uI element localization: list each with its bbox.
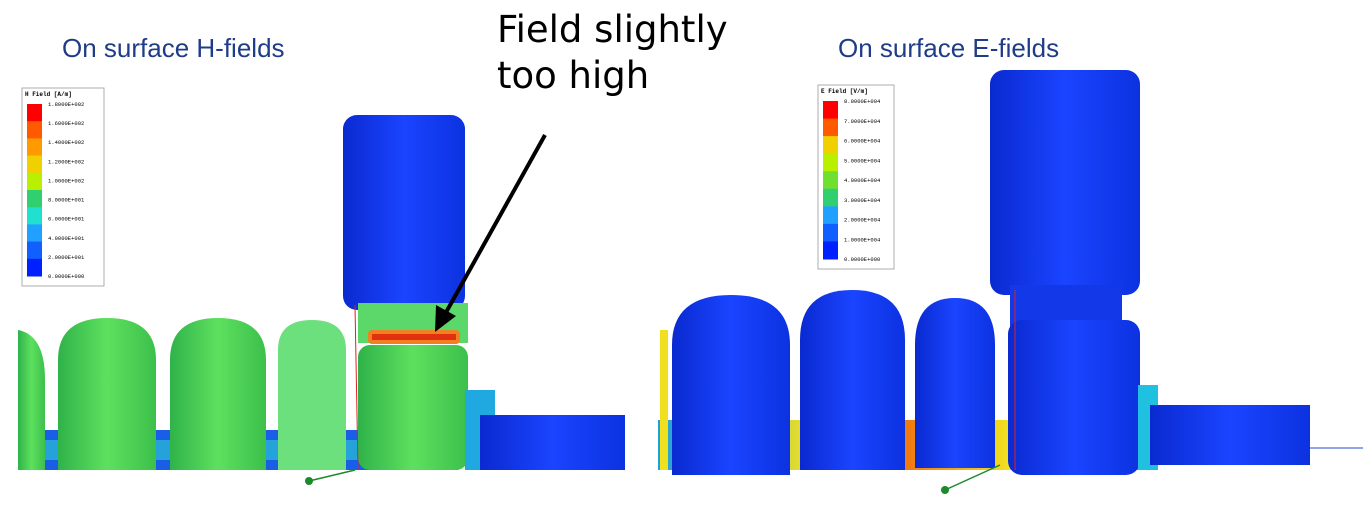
legend-swatch [27,242,42,260]
legend-label: 8.0000E+004 [844,98,881,105]
legend-swatch [27,104,42,122]
legend-swatch [823,241,838,259]
legend-label: 3.0000E+004 [844,197,881,204]
legend-label: 4.0000E+001 [48,235,85,242]
legend-label: 0.0000E+000 [48,273,84,280]
legend-swatch [27,207,42,225]
legend-swatch [823,206,838,224]
legend-label: 1.4000E+002 [48,139,84,146]
axis-marker [941,486,949,494]
annotation-line: too high [497,54,649,97]
legend-label: 1.8000E+002 [48,101,84,108]
axis-marker-line [309,470,355,481]
legend-title: H Field [A/m] [25,91,72,98]
legend-swatch [27,224,42,242]
legend-swatch [27,138,42,156]
legend-swatch [823,154,838,172]
legend-swatch [27,190,42,208]
legend-label: 5.0000E+004 [844,157,881,164]
legend-label: 8.0000E+001 [48,197,85,204]
legend-label: 2.0000E+001 [48,254,85,261]
legend-swatch [823,171,838,189]
legend-label: 1.6000E+002 [48,120,84,127]
legend-label: 2.0000E+004 [844,217,881,224]
legend-label: 1.0000E+004 [844,236,881,243]
legend-label: 1.2000E+002 [48,158,84,165]
legend-swatch [27,156,42,174]
legend-swatch [27,259,42,277]
legend-label: 0.0000E+000 [844,256,880,263]
legend-swatch [823,136,838,154]
legend-swatch [823,101,838,119]
legend-label: 6.0000E+004 [844,138,881,145]
axis-marker [305,477,313,485]
legend-label: 4.0000E+004 [844,177,881,184]
legend-swatch [823,189,838,207]
panel-title: On surface E-fields [838,33,1059,63]
legend-label: 1.0000E+002 [48,177,84,184]
e-field-render [658,70,1363,475]
legend-label: 7.0000E+004 [844,118,881,125]
h-field-render [18,115,625,470]
legend-swatch [27,121,42,139]
annotation-line: Field slightly [497,8,728,51]
legend-swatch [823,119,838,137]
panel-title: On surface H-fields [62,33,285,63]
legend-swatch [27,173,42,191]
legend-swatch [823,224,838,242]
slide: On surface H-fields On surface E-fields … [0,0,1363,505]
legend-title: E Field [V/m] [821,88,868,95]
legend-label: 6.0000E+001 [48,216,85,223]
